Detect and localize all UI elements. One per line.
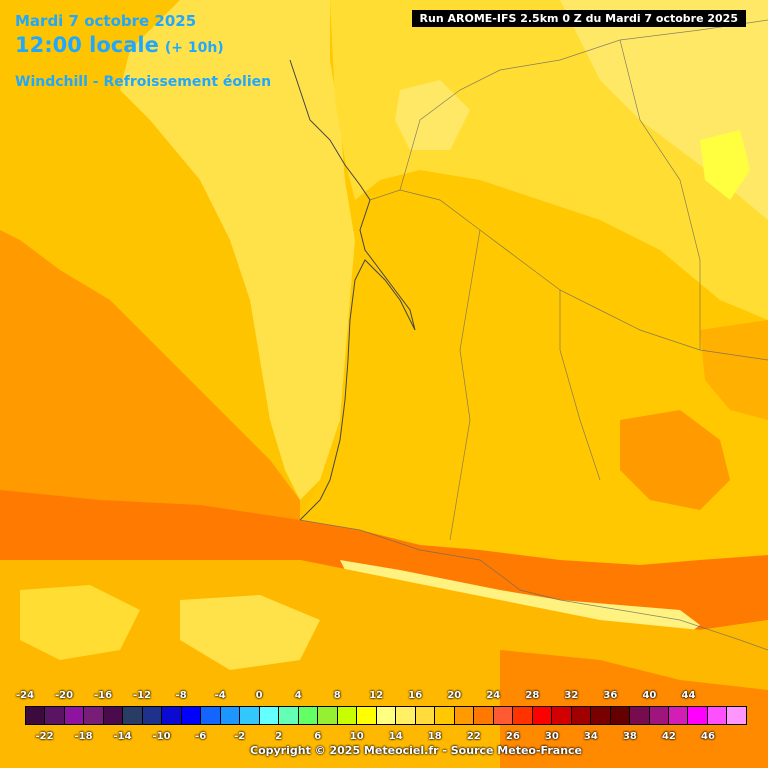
east-warm-patch [700, 320, 768, 420]
lead-time: (+ 10h) [164, 40, 224, 56]
scale-tick-label: 40 [642, 690, 657, 701]
scale-tick-label: 42 [661, 731, 676, 742]
scale-swatch [396, 707, 416, 724]
scale-tick-label: 2 [275, 731, 283, 742]
scale-tick-label: 16 [408, 690, 423, 701]
spain-cool-patch-2 [180, 595, 320, 670]
scale-swatch [337, 707, 358, 724]
copyright: Copyright © 2025 Meteociel.fr - Source M… [250, 744, 583, 757]
scale-tick-label: -8 [175, 690, 187, 701]
scale-tick-label: -4 [214, 690, 226, 701]
scale-tick-label: 30 [544, 731, 559, 742]
run-label: Run AROME-IFS 2.5km 0 Z du Mardi 7 octob… [411, 10, 746, 27]
scale-swatch [279, 707, 299, 724]
scale-swatch [649, 707, 669, 724]
scale-swatch [142, 707, 163, 724]
scale-tick-label: 38 [622, 731, 637, 742]
scale-tick-label: 10 [349, 731, 364, 742]
scale-tick-label: -12 [133, 690, 152, 701]
scale-tick-label: 34 [583, 731, 598, 742]
scale-tick-label: 28 [525, 690, 540, 701]
scale-swatch [84, 707, 104, 724]
scale-swatch [26, 707, 46, 724]
scale-tick-label: -16 [94, 690, 113, 701]
scale-tick-label: 32 [564, 690, 579, 701]
scale-swatch [668, 707, 689, 724]
scale-tick-label: -2 [234, 731, 246, 742]
scale-swatch [591, 707, 611, 724]
scale-swatch [552, 707, 572, 724]
scale-tick-label: 20 [447, 690, 462, 701]
scale-swatch [474, 707, 494, 724]
north-patch [395, 80, 470, 150]
scale-tick-label: 22 [466, 731, 481, 742]
scale-swatch [298, 707, 319, 724]
scale-tick-label: -20 [54, 690, 74, 701]
time-label: 12:00 locale [15, 33, 159, 57]
scale-swatch [45, 707, 65, 724]
scale-tick-label: 24 [486, 690, 501, 701]
scale-swatch [727, 707, 746, 724]
scale-swatch [376, 707, 397, 724]
central-warm-patch [620, 410, 730, 510]
scale-swatch [415, 707, 436, 724]
scale-swatch [240, 707, 260, 724]
scale-swatch [435, 707, 455, 724]
scale-swatch [493, 707, 514, 724]
scale-tick-label: 0 [255, 690, 263, 701]
scale-tick-label: 12 [369, 690, 384, 701]
scale-swatch [318, 707, 338, 724]
foothill-warm-band [0, 490, 768, 630]
scale-swatch [162, 707, 182, 724]
scale-tick-label: -10 [152, 731, 171, 742]
coastline [289, 59, 416, 521]
scale-tick-label: 8 [333, 690, 341, 701]
scale-swatch [571, 707, 592, 724]
pyrenees-cold-zone [340, 560, 700, 640]
scale-tick-label: 14 [388, 731, 403, 742]
scale-swatch [532, 707, 553, 724]
scale-swatch [123, 707, 143, 724]
scale-swatch [610, 707, 631, 724]
scale-swatch [103, 707, 124, 724]
scale-swatch [259, 707, 280, 724]
scale-swatch [454, 707, 475, 724]
forecast-time: 12:00 locale (+ 10h) [15, 33, 224, 57]
scale-swatch [707, 707, 728, 724]
scale-swatch [513, 707, 533, 724]
scale-tick-label: -18 [74, 731, 93, 742]
spain-cool-patch [20, 585, 140, 660]
forecast-date: Mardi 7 octobre 2025 [15, 12, 197, 30]
scale-tick-label: 18 [427, 731, 442, 742]
region-borders [299, 19, 768, 651]
scale-swatch [688, 707, 708, 724]
color-scale [25, 706, 747, 725]
coastal-cool-zone [120, 0, 355, 500]
scale-tick-label: -22 [35, 731, 54, 742]
scale-tick-label: 44 [681, 690, 696, 701]
scale-swatch [220, 707, 241, 724]
offshore-warm-zone [0, 230, 300, 520]
scale-tick-label: -14 [113, 731, 132, 742]
scale-tick-label: 6 [314, 731, 322, 742]
scale-tick-label: 46 [701, 731, 715, 742]
parameter-title: Windchill - Refroissement éolien [15, 74, 272, 90]
cold-patch [700, 130, 750, 200]
scale-swatch [64, 707, 85, 724]
scale-swatch [201, 707, 221, 724]
scale-tick-label: 26 [505, 731, 520, 742]
scale-tick-label: 36 [603, 690, 618, 701]
scale-tick-label: 4 [294, 690, 302, 701]
scale-swatch [630, 707, 650, 724]
scale-swatch [357, 707, 377, 724]
scale-swatch [181, 707, 202, 724]
scale-tick-label: -6 [195, 731, 207, 742]
scale-tick-label: -24 [15, 690, 35, 701]
